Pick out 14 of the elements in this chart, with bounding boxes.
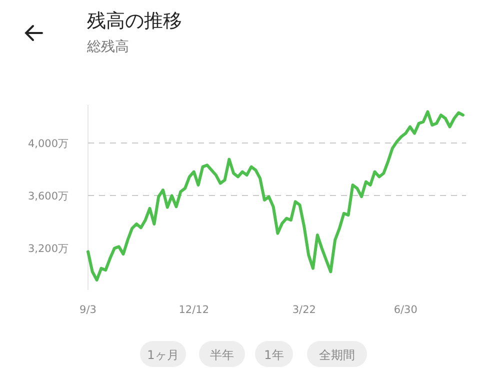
line-series [86, 110, 464, 282]
y-tick-label: 4,000万 [28, 138, 69, 150]
text: 1ヶ月 [147, 348, 179, 362]
x-tick-label: 6/30 [394, 304, 418, 316]
chart-title: 残高の推移 [87, 10, 182, 32]
y-tick-label: 3,600万 [28, 190, 69, 203]
text: 1年 [264, 348, 284, 362]
x-tick-label: 3/22 [292, 304, 316, 316]
chart-subtitle: 総残高 [86, 39, 129, 55]
text: 半年 [210, 348, 234, 362]
x-tick-label: 12/12 [178, 304, 210, 316]
y-tick-label: 3,200万 [28, 243, 69, 256]
text: 全期間 [319, 348, 355, 362]
x-tick-label: 9/3 [80, 304, 96, 316]
